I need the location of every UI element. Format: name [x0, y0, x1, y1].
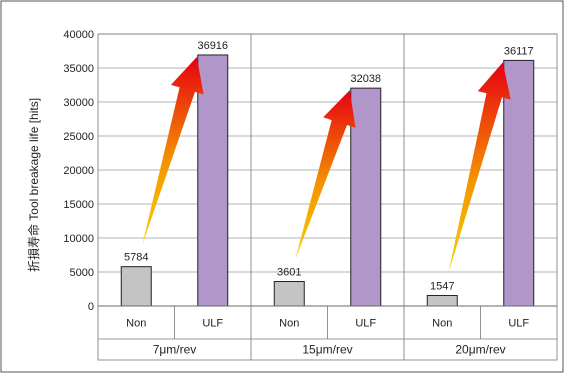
category-label: Non	[126, 318, 146, 330]
group-label: 7μm/rev	[153, 343, 197, 357]
category-label: Non	[432, 318, 452, 330]
group-label: 15μm/rev	[302, 343, 352, 357]
y-tick-label: 10000	[63, 233, 94, 245]
data-label: 3601	[277, 267, 301, 279]
bar-non	[426, 294, 458, 307]
y-axis-title: 折損寿命 Tool breakage life [hits]	[26, 98, 41, 272]
y-tick-label: 40000	[63, 29, 94, 41]
improvement-arrow	[142, 57, 204, 245]
y-tick-label: 30000	[63, 97, 94, 109]
y-tick-label: 5000	[70, 267, 94, 279]
category-label: ULF	[355, 318, 376, 330]
data-label: 1547	[430, 280, 454, 292]
category-label: ULF	[202, 318, 223, 330]
y-tick-label: 35000	[63, 63, 94, 75]
data-label: 5784	[124, 252, 148, 264]
y-tick-label: 0	[88, 301, 94, 313]
data-label: 36916	[197, 40, 228, 52]
improvement-arrow	[295, 90, 356, 260]
category-label: ULF	[508, 318, 529, 330]
bar-ulf	[197, 54, 229, 307]
y-tick-label: 15000	[63, 199, 94, 211]
bar-non	[120, 266, 152, 307]
y-tick-label: 20000	[63, 165, 94, 177]
y-tick-label: 25000	[63, 131, 94, 143]
category-label: Non	[279, 318, 299, 330]
bar-non	[273, 281, 305, 307]
bar-ulf	[350, 87, 382, 307]
improvement-arrow	[448, 62, 511, 274]
data-label: 36117	[504, 45, 534, 57]
data-label: 32038	[350, 73, 381, 85]
group-label: 20μm/rev	[455, 343, 505, 357]
